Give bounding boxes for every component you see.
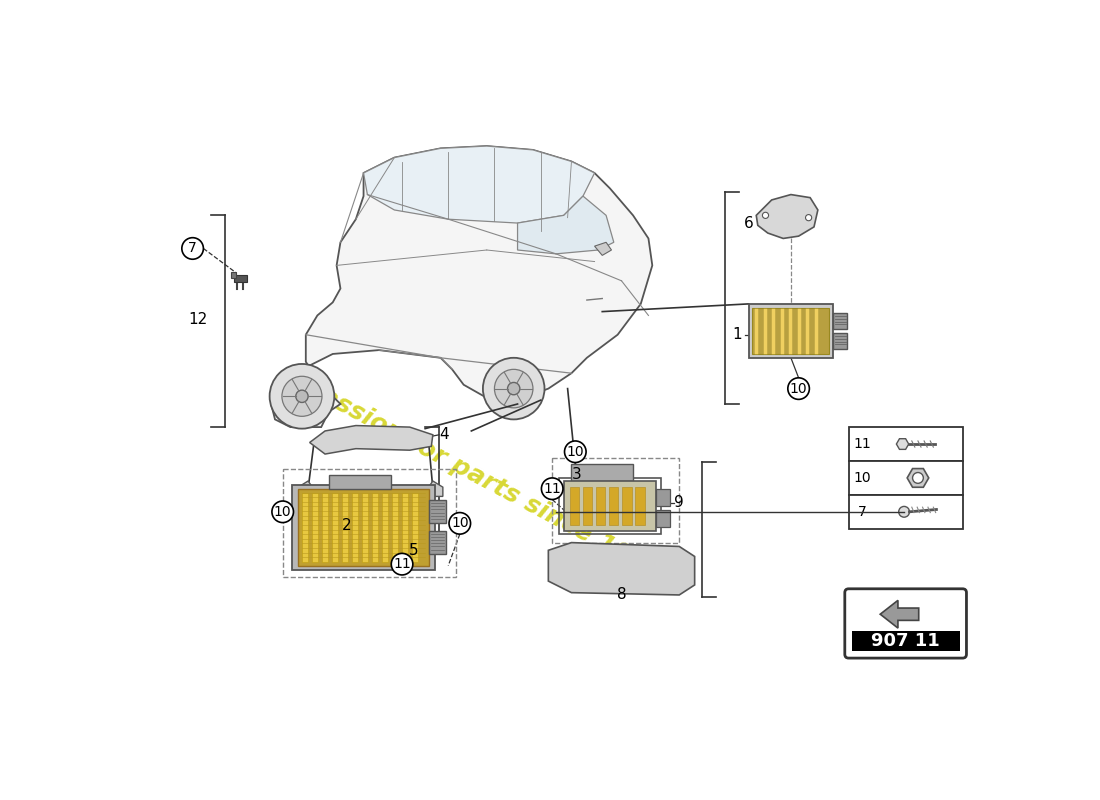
Bar bbox=[329, 475, 390, 489]
Bar bbox=[322, 493, 328, 562]
Bar bbox=[312, 493, 318, 562]
Bar bbox=[231, 271, 235, 278]
Bar bbox=[352, 493, 359, 562]
Bar bbox=[596, 487, 605, 525]
Bar bbox=[656, 510, 670, 527]
Bar bbox=[382, 493, 388, 562]
Circle shape bbox=[913, 473, 923, 483]
Bar bbox=[570, 487, 580, 525]
Bar bbox=[552, 458, 680, 542]
Polygon shape bbox=[594, 242, 612, 255]
Bar bbox=[298, 489, 429, 566]
Circle shape bbox=[541, 478, 563, 499]
Bar bbox=[834, 313, 847, 329]
Circle shape bbox=[788, 378, 810, 399]
Text: a passion for parts since 1965: a passion for parts since 1965 bbox=[278, 362, 664, 584]
Text: 7: 7 bbox=[188, 242, 197, 255]
Text: 4: 4 bbox=[440, 427, 449, 442]
Bar bbox=[429, 531, 446, 554]
Text: 10: 10 bbox=[566, 445, 584, 458]
Bar bbox=[849, 427, 962, 461]
Polygon shape bbox=[548, 542, 695, 595]
Bar bbox=[752, 308, 829, 354]
Circle shape bbox=[392, 554, 412, 575]
Bar bbox=[392, 493, 398, 562]
Bar bbox=[362, 493, 369, 562]
Circle shape bbox=[564, 441, 586, 462]
Circle shape bbox=[449, 513, 471, 534]
Text: 11: 11 bbox=[393, 557, 411, 571]
Polygon shape bbox=[880, 600, 918, 628]
Circle shape bbox=[507, 382, 520, 394]
Text: 12: 12 bbox=[188, 312, 208, 326]
Bar bbox=[412, 493, 418, 562]
Circle shape bbox=[296, 390, 308, 402]
Text: 5: 5 bbox=[409, 542, 418, 558]
Circle shape bbox=[762, 212, 769, 218]
Bar bbox=[849, 495, 962, 529]
Text: 2: 2 bbox=[342, 518, 351, 533]
Polygon shape bbox=[310, 426, 433, 454]
Circle shape bbox=[495, 370, 534, 408]
FancyBboxPatch shape bbox=[845, 589, 967, 658]
Bar bbox=[283, 470, 456, 578]
Polygon shape bbox=[298, 481, 314, 496]
Circle shape bbox=[282, 376, 322, 416]
Bar bbox=[342, 493, 348, 562]
Polygon shape bbox=[896, 438, 909, 450]
Polygon shape bbox=[271, 146, 652, 427]
Bar bbox=[656, 489, 670, 506]
Circle shape bbox=[483, 358, 544, 419]
Text: 8: 8 bbox=[617, 587, 626, 602]
Bar bbox=[851, 631, 959, 651]
Text: 10: 10 bbox=[274, 505, 292, 519]
Text: 6: 6 bbox=[744, 215, 754, 230]
Text: 3: 3 bbox=[572, 467, 582, 482]
Text: 7: 7 bbox=[858, 505, 867, 519]
Bar bbox=[559, 478, 661, 534]
Bar bbox=[583, 487, 592, 525]
Bar bbox=[332, 493, 338, 562]
Circle shape bbox=[270, 364, 334, 429]
Bar bbox=[429, 500, 446, 523]
Circle shape bbox=[182, 238, 204, 259]
Bar bbox=[749, 304, 834, 358]
Bar bbox=[292, 485, 436, 570]
Text: 10: 10 bbox=[790, 382, 807, 396]
Bar bbox=[234, 274, 246, 282]
Circle shape bbox=[805, 214, 812, 221]
Bar bbox=[403, 493, 408, 562]
Text: 11: 11 bbox=[543, 482, 561, 496]
Polygon shape bbox=[428, 481, 443, 496]
Bar bbox=[372, 493, 378, 562]
Text: 10: 10 bbox=[854, 471, 871, 485]
Circle shape bbox=[899, 506, 910, 517]
Bar bbox=[849, 461, 962, 495]
Circle shape bbox=[272, 501, 294, 522]
Bar bbox=[572, 464, 634, 481]
Bar bbox=[834, 333, 847, 349]
Text: 10: 10 bbox=[451, 516, 469, 530]
Bar bbox=[623, 487, 631, 525]
Bar bbox=[563, 481, 656, 531]
Text: 11: 11 bbox=[854, 437, 871, 451]
Text: 907 11: 907 11 bbox=[871, 632, 940, 650]
Text: 1: 1 bbox=[733, 327, 741, 342]
Bar bbox=[609, 487, 618, 525]
Polygon shape bbox=[908, 469, 928, 487]
Polygon shape bbox=[363, 146, 594, 223]
Bar bbox=[636, 487, 645, 525]
Text: 9: 9 bbox=[674, 495, 684, 510]
Bar bbox=[301, 493, 308, 562]
Polygon shape bbox=[757, 194, 818, 238]
Polygon shape bbox=[517, 196, 614, 254]
